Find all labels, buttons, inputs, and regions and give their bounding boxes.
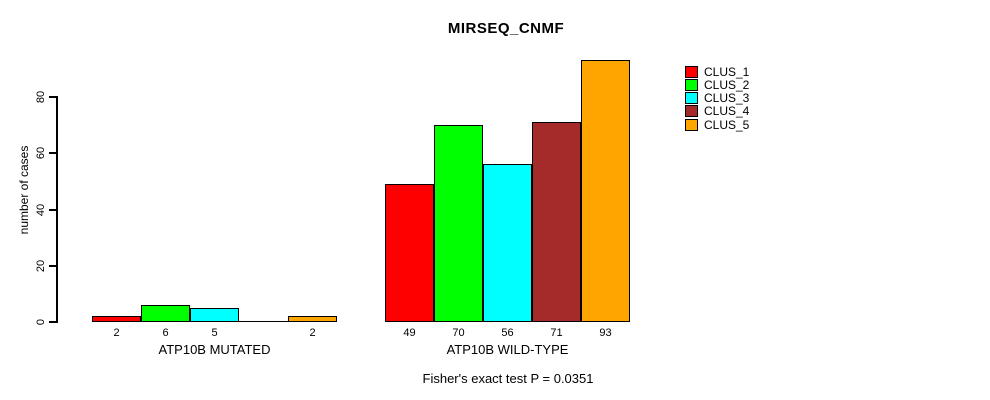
bar-clus_2-group2 <box>434 125 483 322</box>
legend-item: CLUS_5 <box>685 117 750 132</box>
legend-swatch <box>685 105 698 118</box>
y-axis-tick <box>49 209 57 211</box>
bar-clus_3-group1 <box>190 308 239 322</box>
legend-label: CLUS_3 <box>704 91 750 106</box>
bar-value-label: 2 <box>309 327 316 339</box>
bar-clus_4-group2 <box>532 122 581 322</box>
y-tick-label: 60 <box>35 146 47 160</box>
bar-value-label: 56 <box>501 327 514 339</box>
bar-clus_1-group1 <box>92 316 141 322</box>
bar-clus_4-group1 <box>239 321 288 322</box>
bar-clus_5-group2 <box>581 60 630 322</box>
x-group-label-wildtype: ATP10B WILD-TYPE <box>446 342 569 357</box>
y-axis-label: number of cases <box>17 145 31 235</box>
legend-label: CLUS_4 <box>704 104 750 119</box>
legend-item: CLUS_3 <box>685 91 750 106</box>
legend-label: CLUS_5 <box>704 117 750 132</box>
y-tick-label: 0 <box>35 318 47 326</box>
chart-title: MIRSEQ_CNMF <box>447 20 565 37</box>
legend-item: CLUS_1 <box>685 64 750 79</box>
bar-clus_3-group2 <box>483 164 532 322</box>
y-tick-label: 20 <box>35 259 47 273</box>
y-axis-tick <box>49 152 57 154</box>
bar-value-label: 71 <box>550 327 563 339</box>
y-tick-label: 80 <box>35 90 47 104</box>
bar-clus_2-group1 <box>141 305 190 322</box>
bar-value-label: 70 <box>452 327 465 339</box>
y-axis-tick <box>49 265 57 267</box>
x-group-label-mutated: ATP10B MUTATED <box>158 342 271 357</box>
bar-clus_5-group1 <box>288 316 337 322</box>
legend-swatch <box>685 118 698 131</box>
legend-label: CLUS_1 <box>704 64 750 79</box>
bar-value-label: 5 <box>211 327 218 339</box>
bar-value-label: 6 <box>162 327 169 339</box>
y-tick-label: 40 <box>35 203 47 217</box>
legend-item: CLUS_2 <box>685 77 750 92</box>
legend-label: CLUS_2 <box>704 77 750 92</box>
annotation-text: Fisher's exact test P = 0.0351 <box>422 371 594 386</box>
bar-value-label: 49 <box>403 327 416 339</box>
bar-clus_1-group2 <box>385 184 434 322</box>
y-axis-tick <box>49 96 57 98</box>
legend-item: CLUS_4 <box>685 104 750 119</box>
bar-value-label: 93 <box>599 327 612 339</box>
y-axis-line <box>56 96 58 323</box>
y-axis-tick <box>49 321 57 323</box>
legend-swatch <box>685 65 698 78</box>
bar-value-label: 2 <box>113 327 120 339</box>
legend-swatch <box>685 92 698 105</box>
legend-swatch <box>685 78 698 91</box>
